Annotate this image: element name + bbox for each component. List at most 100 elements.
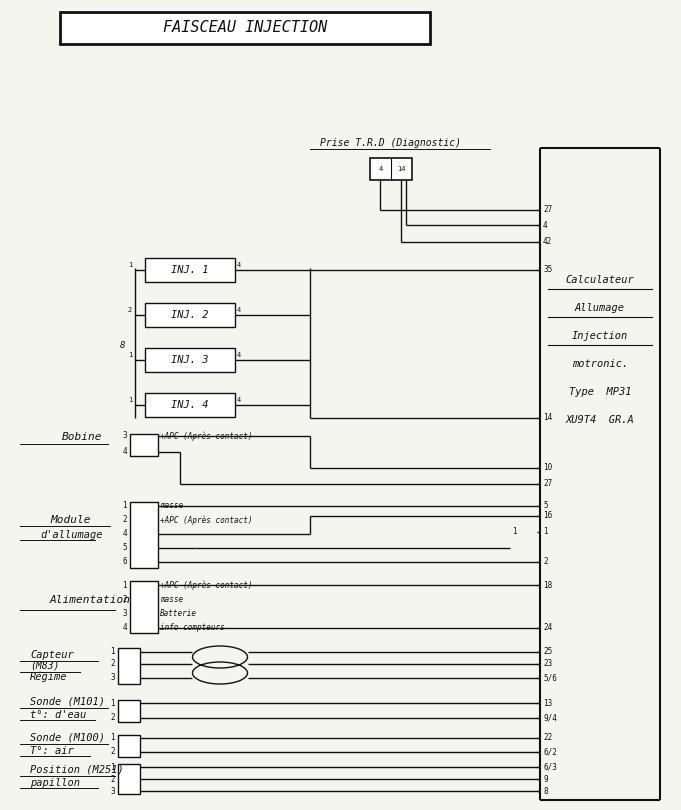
Text: Allumage: Allumage bbox=[575, 303, 625, 313]
Text: 6/3: 6/3 bbox=[543, 762, 557, 771]
Text: +APC (Après contact): +APC (Après contact) bbox=[160, 515, 253, 525]
Text: 9/4: 9/4 bbox=[543, 714, 557, 723]
Text: d'allumage: d'allumage bbox=[40, 530, 103, 540]
Text: 1: 1 bbox=[110, 698, 115, 707]
Text: Régime: Régime bbox=[30, 671, 67, 682]
Text: 42: 42 bbox=[543, 237, 552, 246]
Text: 2: 2 bbox=[110, 774, 115, 783]
Text: Type  MP31: Type MP31 bbox=[569, 387, 631, 397]
Text: 8: 8 bbox=[120, 340, 125, 349]
Bar bbox=[60, 12, 430, 44]
Bar bbox=[130, 581, 158, 633]
Text: 5: 5 bbox=[543, 501, 548, 510]
Text: 1: 1 bbox=[110, 762, 115, 771]
Text: 10: 10 bbox=[543, 463, 552, 472]
Bar bbox=[118, 700, 140, 722]
Text: Batterie: Batterie bbox=[160, 609, 197, 619]
Text: 4: 4 bbox=[543, 220, 548, 229]
Text: 5: 5 bbox=[123, 544, 127, 552]
Text: 1: 1 bbox=[123, 501, 127, 510]
Text: 1: 1 bbox=[128, 352, 132, 358]
Text: 1: 1 bbox=[123, 581, 127, 590]
Text: Prise T.R.D (Diagnostic): Prise T.R.D (Diagnostic) bbox=[319, 138, 460, 148]
Text: 2: 2 bbox=[123, 595, 127, 604]
Text: 24: 24 bbox=[543, 624, 552, 633]
Text: Position (M251): Position (M251) bbox=[30, 765, 124, 775]
Text: Injection: Injection bbox=[572, 331, 628, 341]
Text: Sonde (M101): Sonde (M101) bbox=[30, 697, 105, 707]
Text: 4: 4 bbox=[123, 624, 127, 633]
Text: 1: 1 bbox=[110, 647, 115, 656]
Text: t°: d'eau: t°: d'eau bbox=[30, 710, 86, 720]
Text: 25: 25 bbox=[543, 647, 552, 656]
Text: INJ. 1: INJ. 1 bbox=[171, 265, 209, 275]
Bar bbox=[118, 764, 140, 794]
Text: FAISCEAU INJECTION: FAISCEAU INJECTION bbox=[163, 20, 327, 36]
Text: 1: 1 bbox=[128, 397, 132, 403]
Text: info compteurs: info compteurs bbox=[160, 624, 225, 633]
Text: 1: 1 bbox=[128, 262, 132, 268]
Bar bbox=[118, 648, 140, 684]
Text: 2: 2 bbox=[128, 307, 132, 313]
Text: 14: 14 bbox=[397, 166, 406, 172]
Bar bbox=[130, 434, 158, 456]
Text: 4: 4 bbox=[237, 352, 241, 358]
Text: 9: 9 bbox=[543, 774, 548, 783]
Text: 3: 3 bbox=[110, 673, 115, 683]
Text: 2: 2 bbox=[110, 748, 115, 757]
Text: 6: 6 bbox=[123, 557, 127, 566]
Text: 4: 4 bbox=[237, 262, 241, 268]
Text: 4: 4 bbox=[123, 530, 127, 539]
Bar bbox=[130, 502, 158, 568]
Text: 23: 23 bbox=[543, 659, 552, 668]
Text: 27: 27 bbox=[543, 206, 552, 215]
Text: (M83): (M83) bbox=[30, 661, 59, 671]
Text: 6/2: 6/2 bbox=[543, 748, 557, 757]
Text: 22: 22 bbox=[543, 734, 552, 743]
Text: 2: 2 bbox=[110, 659, 115, 668]
Text: 1: 1 bbox=[543, 527, 548, 536]
Text: 2: 2 bbox=[110, 714, 115, 723]
Text: masse: masse bbox=[160, 595, 183, 604]
Text: motronic.: motronic. bbox=[572, 359, 628, 369]
Text: INJ. 2: INJ. 2 bbox=[171, 310, 209, 320]
Text: Capteur: Capteur bbox=[30, 650, 74, 660]
Text: 13: 13 bbox=[543, 698, 552, 707]
Text: Sonde (M100): Sonde (M100) bbox=[30, 733, 105, 743]
Text: 16: 16 bbox=[543, 511, 552, 521]
Bar bbox=[145, 393, 235, 417]
Text: 2: 2 bbox=[543, 557, 548, 566]
Text: 4: 4 bbox=[379, 166, 383, 172]
Text: Bobine: Bobine bbox=[62, 432, 103, 442]
Text: Alimentation: Alimentation bbox=[50, 595, 131, 605]
Text: papillon: papillon bbox=[30, 778, 80, 788]
Text: +APC (Après contact): +APC (Après contact) bbox=[160, 580, 253, 590]
Text: 3: 3 bbox=[123, 432, 127, 441]
Text: 3: 3 bbox=[110, 787, 115, 795]
Text: INJ. 4: INJ. 4 bbox=[171, 400, 209, 410]
Bar bbox=[145, 303, 235, 327]
Text: 8: 8 bbox=[543, 787, 548, 795]
Text: 27: 27 bbox=[543, 480, 552, 488]
Text: 35: 35 bbox=[543, 266, 552, 275]
Text: INJ. 3: INJ. 3 bbox=[171, 355, 209, 365]
Text: masse: masse bbox=[160, 501, 183, 510]
Text: 2: 2 bbox=[123, 515, 127, 525]
Text: +APC (Après contact): +APC (Après contact) bbox=[160, 431, 253, 441]
Bar bbox=[145, 258, 235, 282]
Text: 4: 4 bbox=[123, 447, 127, 457]
Text: Module: Module bbox=[50, 515, 91, 525]
Text: 3: 3 bbox=[123, 609, 127, 619]
Text: Calculateur: Calculateur bbox=[566, 275, 635, 285]
Bar bbox=[145, 348, 235, 372]
Text: T°: air: T°: air bbox=[30, 746, 74, 756]
Bar bbox=[370, 158, 412, 180]
Text: 14: 14 bbox=[543, 413, 552, 423]
Text: 1: 1 bbox=[512, 527, 517, 536]
Text: 5/6: 5/6 bbox=[543, 673, 557, 683]
Text: 4: 4 bbox=[237, 397, 241, 403]
Text: XU9T4  GR.A: XU9T4 GR.A bbox=[566, 415, 635, 425]
Bar bbox=[118, 735, 140, 757]
Text: 1: 1 bbox=[110, 734, 115, 743]
Text: 4: 4 bbox=[237, 307, 241, 313]
